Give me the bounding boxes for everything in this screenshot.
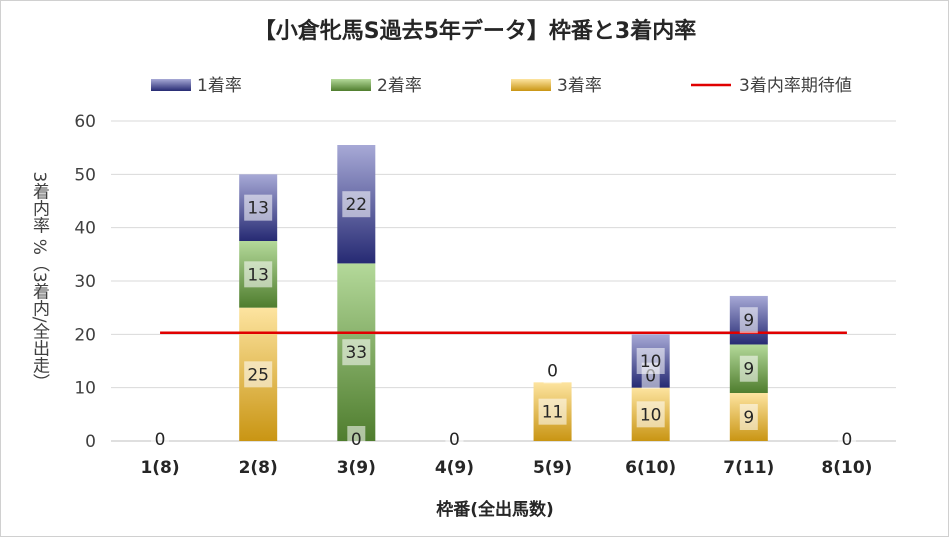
- data-label-bg: [837, 426, 856, 452]
- legend-swatch: [151, 79, 191, 91]
- data-label: 25: [247, 365, 269, 385]
- legend-swatch: [511, 79, 551, 91]
- legend: 1着率 2着率 3着率 3着内率期待値: [151, 76, 852, 96]
- data-label-bg: [151, 426, 170, 452]
- x-tick-label: 2(8): [239, 458, 278, 478]
- x-tick-label: 7(11): [723, 458, 774, 478]
- legend-label: 3着内率期待値: [739, 76, 852, 96]
- data-label: 9: [743, 408, 754, 428]
- data-label-bg: [636, 401, 665, 428]
- data-label-bg: [347, 426, 366, 452]
- data-label: 9: [743, 311, 754, 331]
- y-tick-label: 0: [85, 432, 96, 452]
- data-label: 0: [645, 367, 656, 387]
- x-tick-label: 8(10): [821, 458, 872, 478]
- y-tick-label: 30: [74, 272, 96, 292]
- data-label: 22: [345, 195, 367, 215]
- legend-label: 3着率: [557, 76, 602, 96]
- y-axis-title: 3着内率 %（3着内/全出走）: [29, 172, 50, 391]
- data-label-bg: [636, 348, 665, 374]
- chart-title: 【小倉牝馬S過去5年データ】枠番と3着内率: [254, 18, 696, 44]
- data-label-bg: [342, 191, 371, 218]
- legend-label: 1着率: [197, 76, 242, 96]
- data-label-bg: [739, 404, 758, 430]
- y-tick-label: 10: [74, 379, 96, 399]
- data-label-bg: [543, 357, 562, 384]
- x-tick-label: 4(9): [435, 458, 474, 478]
- x-tick-label: 3(9): [337, 458, 376, 478]
- data-label: 0: [155, 430, 166, 450]
- x-axis-ticks: 1(8) 2(8) 3(9) 4(9) 5(9) 6(10) 7(11) 8(10): [140, 458, 872, 478]
- y-tick-label: 40: [74, 219, 96, 239]
- data-label: 13: [247, 265, 269, 285]
- data-label: 0: [351, 430, 362, 450]
- data-label-bg: [445, 426, 464, 452]
- data-label: 0: [449, 430, 460, 450]
- y-axis-ticks: 0 10 20 30 40 50 60: [74, 112, 96, 452]
- data-label-bg: [244, 261, 273, 288]
- data-label: 0: [547, 361, 558, 381]
- bars: [239, 145, 768, 441]
- data-label: 13: [247, 199, 269, 219]
- y-tick-label: 50: [74, 165, 96, 185]
- data-label-bg: [538, 398, 567, 425]
- data-label: 0: [842, 430, 853, 450]
- x-axis-title: 枠番(全出馬数): [436, 499, 554, 520]
- y-tick-label: 60: [74, 112, 96, 132]
- y-tick-label: 20: [74, 325, 96, 345]
- data-label: 11: [542, 403, 564, 423]
- x-tick-label: 5(9): [533, 458, 572, 478]
- data-label-bg: [342, 339, 371, 366]
- gridlines: [111, 120, 896, 442]
- data-label-bg: [739, 307, 758, 334]
- data-label: 33: [345, 343, 367, 363]
- x-tick-label: 1(8): [140, 458, 179, 478]
- data-label: 10: [640, 352, 662, 372]
- data-label-bg: [244, 194, 273, 221]
- data-label: 10: [640, 405, 662, 425]
- data-label-bg: [739, 355, 758, 382]
- x-tick-label: 6(10): [625, 458, 676, 478]
- data-label: 9: [743, 360, 754, 380]
- data-label-bg: [244, 361, 273, 388]
- legend-swatch: [331, 79, 371, 91]
- legend-label: 2着率: [377, 76, 422, 96]
